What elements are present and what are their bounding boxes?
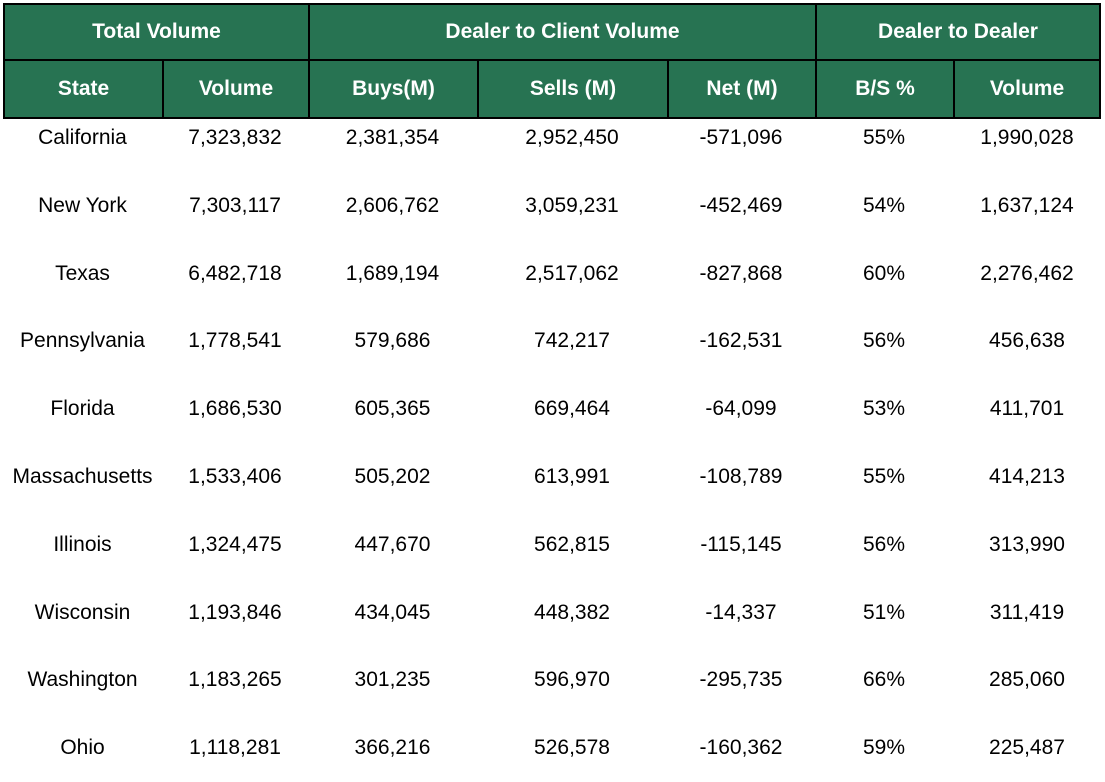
table-cell: 1,118,281 [189,736,281,760]
table-cell: Ohio [60,736,105,760]
table-cell: 1,689,194 [345,261,440,285]
table-cell: 1,778,541 [188,329,282,353]
table-cell: 2,606,762 [345,193,440,217]
column-header: Volume [953,59,1101,119]
table-cell: 55% [862,465,906,488]
table-cell: 66% [862,668,906,692]
table-cell: 313,990 [989,532,1065,556]
group-header: Total Volume [3,3,310,61]
table-cell: 59% [862,736,906,760]
table-cell: Washington [27,668,138,692]
table-cell: 56% [862,329,906,353]
table-cell: -14,337 [705,600,777,624]
table-cell: 3,059,231 [525,193,619,217]
table-cell: 411,701 [989,397,1065,421]
table-cell: 2,517,062 [525,261,619,285]
table-cell: 579,686 [354,329,431,353]
table-cell: 1,324,475 [188,532,282,556]
table-cell: 456,638 [989,329,1065,353]
table-cell: 1,183,265 [188,668,282,692]
table-cell: -115,145 [700,532,782,556]
table-cell: Texas [55,261,110,285]
table-cell: 53% [862,397,906,421]
table-cell: 505,202 [354,465,431,488]
table-cell: 605,365 [354,397,431,421]
table-cell: 51% [862,600,906,624]
group-header: Dealer to Dealer [815,3,1101,61]
column-header: Sells (M) [477,59,669,119]
table-cell: 1,193,846 [188,600,282,624]
table-cell: -827,868 [699,261,783,285]
table-cell: 1,533,406 [188,465,282,488]
column-header: Volume [162,59,310,119]
table-cell: 285,060 [989,668,1065,692]
table-cell: -108,789 [699,465,783,488]
table-cell: 742,217 [534,329,610,353]
table-cell: 434,045 [354,600,431,624]
table-cell: Florida [50,397,115,421]
table-cell: 301,235 [354,668,431,692]
table-cell: 2,381,354 [345,126,440,149]
table-cell: 7,323,832 [188,126,282,149]
table-cell: 1,686,530 [188,397,282,421]
table-cell: 60% [862,261,906,285]
table-cell: 2,952,450 [525,126,619,149]
table-cell: -162,531 [699,329,783,353]
table-cell: 596,970 [534,668,610,692]
column-header: State [3,59,164,119]
table-cell: Massachusetts [12,465,153,488]
table-cell: 1,637,124 [980,193,1074,217]
table-cell: Wisconsin [34,600,131,624]
table-cell: 448,382 [534,600,610,624]
table-cell: 669,464 [534,397,610,421]
column-header: B/S % [815,59,955,119]
table-cell: New York [38,193,127,217]
table-cell: 414,213 [989,465,1065,488]
table-cell: -571,096 [699,126,783,149]
table-cell: 613,991 [534,465,610,488]
table-cell: 1,990,028 [980,126,1074,149]
table-cell: -295,735 [699,668,783,692]
table-cell: 55% [862,126,906,149]
table-cell: 7,303,117 [189,193,281,217]
table-cell: 366,216 [354,736,431,760]
table-cell: -160,362 [699,736,783,760]
column-header: Net (M) [667,59,817,119]
table-cell: 54% [862,193,906,217]
table-cell: 447,670 [354,532,431,556]
table-cell: California [38,126,127,149]
table-cell: 6,482,718 [188,261,282,285]
table-cell: Pennsylvania [20,329,145,353]
table-cell: -452,469 [699,193,783,217]
table-cell: 526,578 [534,736,610,760]
group-header: Dealer to Client Volume [308,3,817,61]
column-header: Buys(M) [308,59,479,119]
table-cell: -64,099 [705,397,777,421]
table-cell: 56% [862,532,906,556]
table-cell: 311,419 [989,600,1065,624]
table-cell: 225,487 [989,736,1065,760]
table-cell: 2,276,462 [980,261,1074,285]
table-cell: Illinois [53,532,112,556]
table-cell: 562,815 [534,532,610,556]
